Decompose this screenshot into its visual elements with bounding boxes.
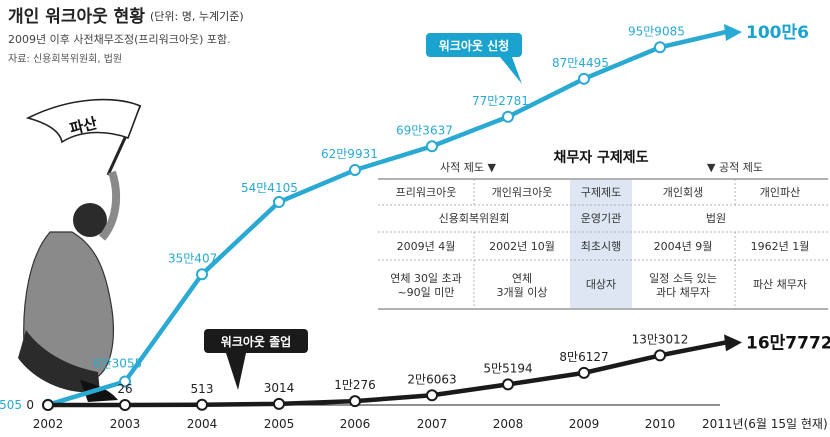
graduations-point	[654, 349, 666, 362]
graduations-badge: 워크아웃 졸업	[204, 329, 308, 390]
x-tick-label: 2002	[33, 417, 64, 431]
table-operator-label: 운영기관	[581, 212, 621, 225]
x-tick-label: 2010	[645, 417, 676, 431]
applications-data-label: 87만4495	[552, 56, 609, 70]
table-title: 채무자 구제제도	[553, 150, 648, 166]
applications-data-label: 77만2781	[472, 94, 529, 108]
graduations-badge-label: 워크아웃 졸업	[221, 334, 291, 349]
graduations-data-label: 513	[191, 382, 214, 396]
table-target-cell: 연체 3개월 이상	[497, 272, 548, 299]
graduations-point	[578, 366, 590, 379]
chart-subtitle: 2009년 이후 사전채무조정(프리워크아웃) 포함.	[8, 33, 231, 46]
applications-data-label: 62만9931	[321, 147, 378, 161]
graduations-data-label: 13만3012	[632, 332, 689, 346]
applications-data-label: 6만3055	[93, 356, 142, 370]
graduation-start-label: 0	[26, 398, 34, 412]
graduations-point	[273, 397, 285, 410]
table-operator-public: 법원	[706, 212, 726, 225]
table-public-group: ▼ 공적 제도	[707, 161, 763, 174]
graduations-data-label: 8만6127	[559, 350, 608, 364]
x-tick-label: 2011년(6월 15일 현재)	[702, 417, 828, 431]
applications-point	[426, 140, 438, 153]
chart-unit: (단위: 명, 누계기준)	[150, 10, 244, 23]
applications-badge: 워크아웃 신청	[426, 33, 522, 84]
graduations-data-label: 2만6063	[407, 372, 456, 386]
graduations-arrowhead	[724, 334, 742, 352]
table-header-cell: 개인워크아웃	[492, 186, 553, 199]
graduations-data-label: 3014	[264, 381, 295, 395]
graduations-point	[349, 395, 361, 408]
applications-point	[654, 41, 666, 54]
table-start-cell: 2009년 4월	[397, 240, 456, 253]
x-tick-label: 2006	[340, 417, 371, 431]
x-tick-label: 2004	[187, 417, 218, 431]
table-private-group: 사적 제도 ▼	[440, 161, 496, 174]
table-start-cell: 1962년 1월	[751, 240, 810, 253]
applications-badge-label: 워크아웃 신청	[439, 38, 509, 53]
graduations-data-label: 1만276	[334, 378, 376, 392]
applications-point	[273, 196, 285, 209]
applications-arrowhead	[724, 23, 742, 41]
table-operator-private: 신용회복위원회	[439, 212, 510, 225]
graduations-point	[196, 398, 208, 411]
graduations-data-label: 26	[117, 382, 132, 396]
applications-data-label: 69만3637	[396, 123, 453, 137]
graduations-point	[426, 389, 438, 402]
graduations-point	[42, 399, 54, 411]
x-tick-label: 2003	[110, 417, 141, 431]
graduations-final-label: 16만7772	[746, 333, 830, 353]
applications-point	[578, 72, 590, 85]
chart-source: 자료: 신용회복위원회, 법원	[8, 52, 122, 65]
applications-data-label: 35만407	[168, 251, 217, 265]
person-head	[73, 203, 107, 237]
table-start-cell: 2004년 9월	[654, 240, 713, 253]
table-header-cell: 개인회생	[663, 186, 703, 199]
person-legs	[18, 330, 100, 393]
table-start-cell: 최초시행	[581, 240, 621, 253]
applications-data-label: 54만4105	[241, 181, 298, 195]
applications-point	[119, 375, 131, 388]
table-start-cell: 2002년 10월	[489, 240, 555, 253]
table-target-cell: 대상자	[586, 278, 616, 291]
applications-point	[196, 268, 208, 281]
flag-shape	[25, 98, 142, 144]
x-tick-label: 2007	[417, 417, 448, 431]
table-highlight-column	[570, 180, 632, 308]
table-target-cell: 일정 소득 있는 과다 채무자	[649, 271, 717, 299]
graduations-data-label: 5만5194	[483, 361, 532, 375]
applications-data-label: 505	[0, 398, 22, 412]
x-tick-label: 2009	[569, 417, 600, 431]
table-header-cell: 개인파산	[760, 186, 800, 199]
series-applications: 505 6만3055 35만407 54만4105 62만9931 69만3637 77만2…	[0, 23, 809, 412]
x-tick-label: 2008	[493, 417, 524, 431]
graduations-point	[119, 398, 131, 411]
series-graduations: 26 513 3014 1만276 2만6063 5만5194 8만6127 13만3012 1…	[42, 332, 830, 411]
applications-final-label: 100만6	[746, 23, 809, 43]
debt-relief-table: 채무자 구제제도 사적 제도 ▼ ▼ 공적 제도 프리워크아웃 개인워크아웃 구제제…	[378, 150, 828, 310]
x-axis-ticks: 2002 2003 2004 2005 2006 2007 2008 2009 2010 2011…	[33, 417, 828, 431]
person-arm	[98, 170, 121, 241]
chart-title: 개인 워크아웃 현황	[8, 7, 145, 27]
applications-data-label: 95만9085	[628, 24, 685, 38]
applications-point	[502, 110, 514, 123]
x-tick-label: 2005	[264, 417, 295, 431]
table-header-cell: 프리워크아웃	[396, 186, 457, 199]
applications-point	[349, 164, 361, 177]
graduations-point	[502, 378, 514, 391]
graduations-line	[47, 340, 727, 408]
table-target-cell: 파산 채무자	[753, 278, 807, 291]
table-target-cell: 연체 30일 초과 ~90일 미만	[390, 271, 462, 299]
applications-line	[47, 29, 727, 407]
table-header-cell: 구제제도	[581, 186, 621, 199]
